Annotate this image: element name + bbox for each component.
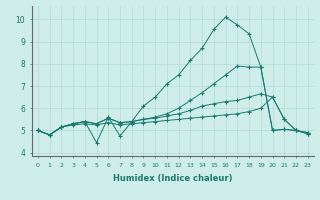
X-axis label: Humidex (Indice chaleur): Humidex (Indice chaleur) bbox=[113, 174, 233, 183]
